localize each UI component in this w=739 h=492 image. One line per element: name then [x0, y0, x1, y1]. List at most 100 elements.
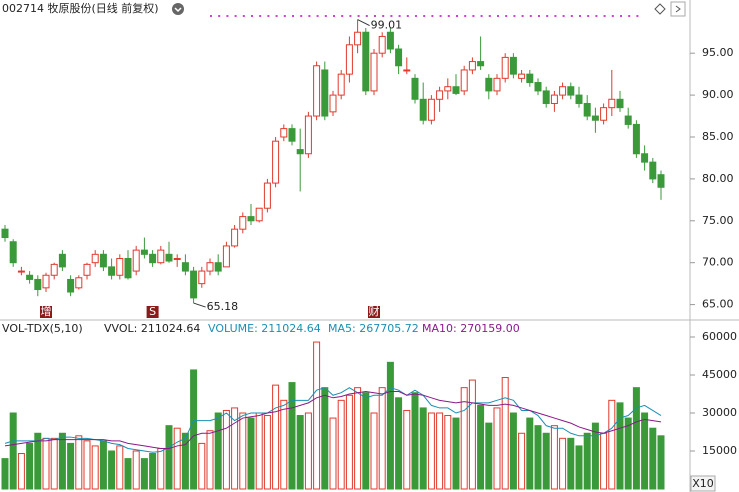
- volume-bar: [600, 432, 608, 490]
- volume-bar: [247, 417, 255, 490]
- candle-body: [600, 107, 608, 121]
- volume-bar: [108, 450, 116, 490]
- ma-line: [4, 390, 662, 449]
- candle-body: [198, 270, 206, 285]
- candle-body: [321, 69, 329, 117]
- candle-body: [575, 94, 583, 104]
- volume-bar: [337, 399, 345, 490]
- candle-body: [444, 86, 452, 92]
- volume-bar: [149, 453, 157, 490]
- volume-bar: [157, 447, 165, 490]
- volume-bar: [99, 440, 107, 490]
- volume-bar: [444, 415, 452, 490]
- top-dot: [603, 15, 606, 17]
- y-tick-label: 80.00: [702, 172, 734, 185]
- volume-bar: [288, 382, 296, 490]
- volume-bar: [50, 437, 58, 490]
- candle-body: [427, 98, 435, 121]
- candle-body: [304, 115, 312, 155]
- volume-bar: [386, 361, 394, 490]
- top-dot: [546, 15, 549, 17]
- top-dot: [357, 15, 360, 17]
- candle-body: [149, 253, 157, 264]
- y-tick-label: 95.00: [702, 46, 734, 59]
- candle-body: [124, 258, 132, 279]
- candle-body: [50, 263, 58, 276]
- candle-body: [255, 207, 263, 222]
- volume-bar: [460, 387, 468, 490]
- y-tick-label: 45000: [702, 368, 737, 381]
- top-dot: [472, 15, 475, 17]
- candle-body: [173, 258, 181, 261]
- volume-bar: [263, 415, 271, 490]
- candle-body: [354, 31, 362, 46]
- candle-body: [75, 277, 83, 289]
- volume-bar: [411, 392, 419, 490]
- candle-body: [42, 274, 50, 289]
- candle-body: [83, 263, 91, 276]
- diamond-icon[interactable]: [654, 3, 666, 15]
- top-dot: [406, 15, 409, 17]
- top-dot: [226, 15, 229, 17]
- dropdown-button[interactable]: [172, 3, 184, 15]
- top-dot: [628, 15, 631, 17]
- candle-body: [567, 86, 575, 96]
- candle-body: [624, 115, 632, 125]
- top-dot: [251, 15, 253, 17]
- top-dot: [390, 15, 393, 17]
- volume-bar: [518, 432, 526, 490]
- candle-body: [165, 253, 173, 262]
- candle-body: [559, 86, 567, 96]
- candle-body: [206, 262, 214, 272]
- candle-body: [67, 278, 75, 293]
- candle-body: [272, 140, 280, 184]
- candle-body: [649, 161, 657, 180]
- top-dot: [579, 15, 581, 17]
- volume-bar: [378, 387, 386, 490]
- chart-title: 002714 牧原股份(日线 前复权): [2, 1, 159, 15]
- y-tick-label: 15000: [702, 444, 737, 457]
- candle-body: [26, 274, 34, 280]
- volume-bar: [17, 453, 25, 490]
- volume-bar: [91, 445, 99, 490]
- volume-bar: [493, 407, 501, 490]
- volume-bar: [583, 432, 591, 490]
- event-marker: [40, 306, 52, 318]
- volume-bar: [641, 412, 649, 490]
- y-tick-label: 70.00: [702, 256, 734, 269]
- max-pointer: [357, 19, 370, 27]
- volume-bar: [427, 412, 435, 490]
- candle-body: [542, 90, 550, 104]
- volume-bar: [58, 432, 66, 490]
- candle-body: [616, 98, 624, 109]
- candle-body: [518, 73, 526, 79]
- top-dot: [456, 15, 458, 17]
- top-dot: [423, 15, 426, 17]
- zoom-button[interactable]: [690, 475, 716, 492]
- candle-body: [403, 69, 411, 72]
- volume-bar: [239, 412, 247, 490]
- volume-bar: [468, 379, 476, 490]
- volume-bar: [214, 412, 222, 490]
- candle-body: [362, 31, 370, 92]
- volume-bar: [222, 409, 230, 490]
- candle-body: [378, 35, 386, 54]
- top-dot: [382, 15, 385, 17]
- event-label: 增: [41, 304, 52, 318]
- scroll-button[interactable]: [670, 1, 686, 17]
- volume-bar: [75, 435, 83, 490]
- top-dot: [464, 15, 467, 17]
- scroll-arrow: [675, 5, 681, 13]
- candle-body: [99, 253, 107, 268]
- candle-body: [132, 249, 140, 272]
- volume-bar: [140, 458, 148, 490]
- volume-bar: [370, 412, 378, 490]
- volume-bar: [181, 432, 189, 490]
- candle-body: [370, 52, 378, 92]
- volume-bar: [42, 437, 50, 490]
- top-dot: [234, 15, 237, 17]
- candle-body: [313, 65, 321, 117]
- volume-bar: [632, 387, 640, 490]
- top-dot: [505, 15, 508, 17]
